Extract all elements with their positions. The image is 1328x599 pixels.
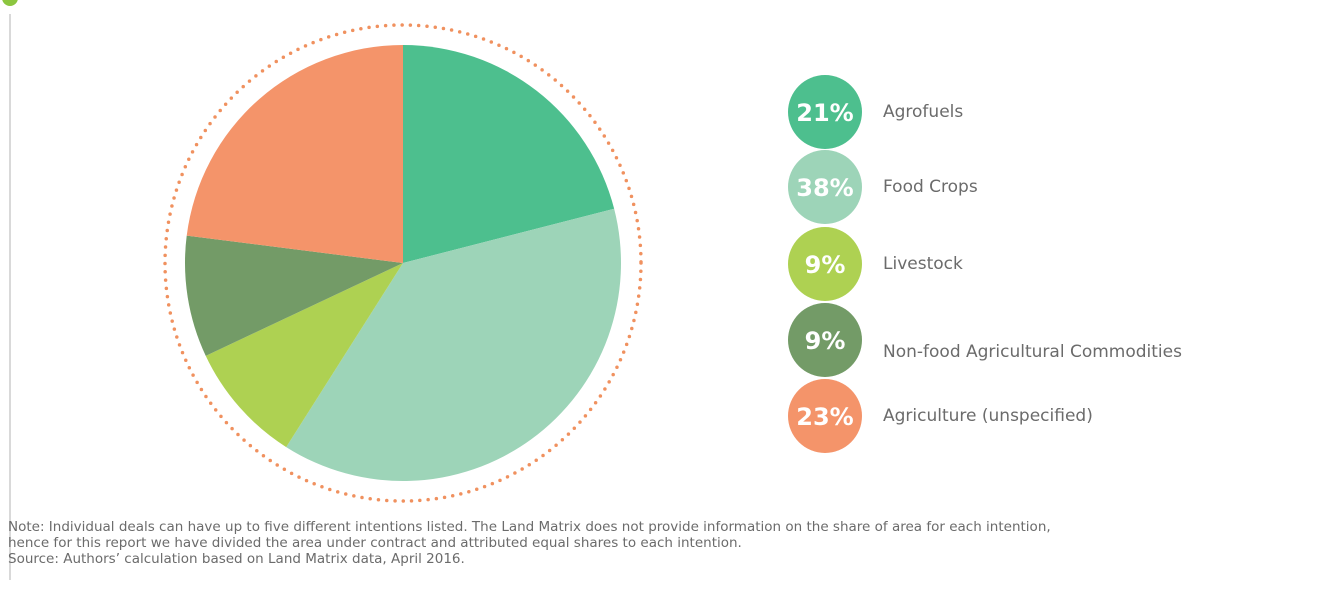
pie-slice <box>403 45 615 263</box>
legend-label: Livestock <box>883 254 963 274</box>
pie-slice <box>186 45 403 263</box>
note-line: Note: Individual deals can have up to fi… <box>8 519 1051 535</box>
legend-label: Non-food Agricultural Commodities <box>883 342 1182 362</box>
legend-value: 9% <box>805 327 846 355</box>
legend-label: Agrofuels <box>883 102 963 122</box>
pie-slice <box>286 208 621 481</box>
dotted-ring <box>163 23 643 503</box>
header-icon <box>2 0 18 6</box>
legend-value: 21% <box>796 99 853 127</box>
legend-value: 23% <box>796 403 853 431</box>
legend-value: 9% <box>805 251 846 279</box>
legend-swatch <box>788 75 862 149</box>
legend-value: 38% <box>796 174 853 202</box>
note-line: hence for this report we have divided th… <box>8 535 742 551</box>
legend-swatch <box>788 303 862 377</box>
pie-slice <box>185 235 403 356</box>
legend-swatch <box>788 150 862 224</box>
pie-slice <box>205 263 403 448</box>
note-line: Source: Authors’ calculation based on La… <box>8 551 465 567</box>
legend-swatch <box>788 227 862 301</box>
legend-label: Food Crops <box>883 177 978 197</box>
legend-label: Agriculture (unspecified) <box>883 406 1093 426</box>
legend-swatch <box>788 379 862 453</box>
